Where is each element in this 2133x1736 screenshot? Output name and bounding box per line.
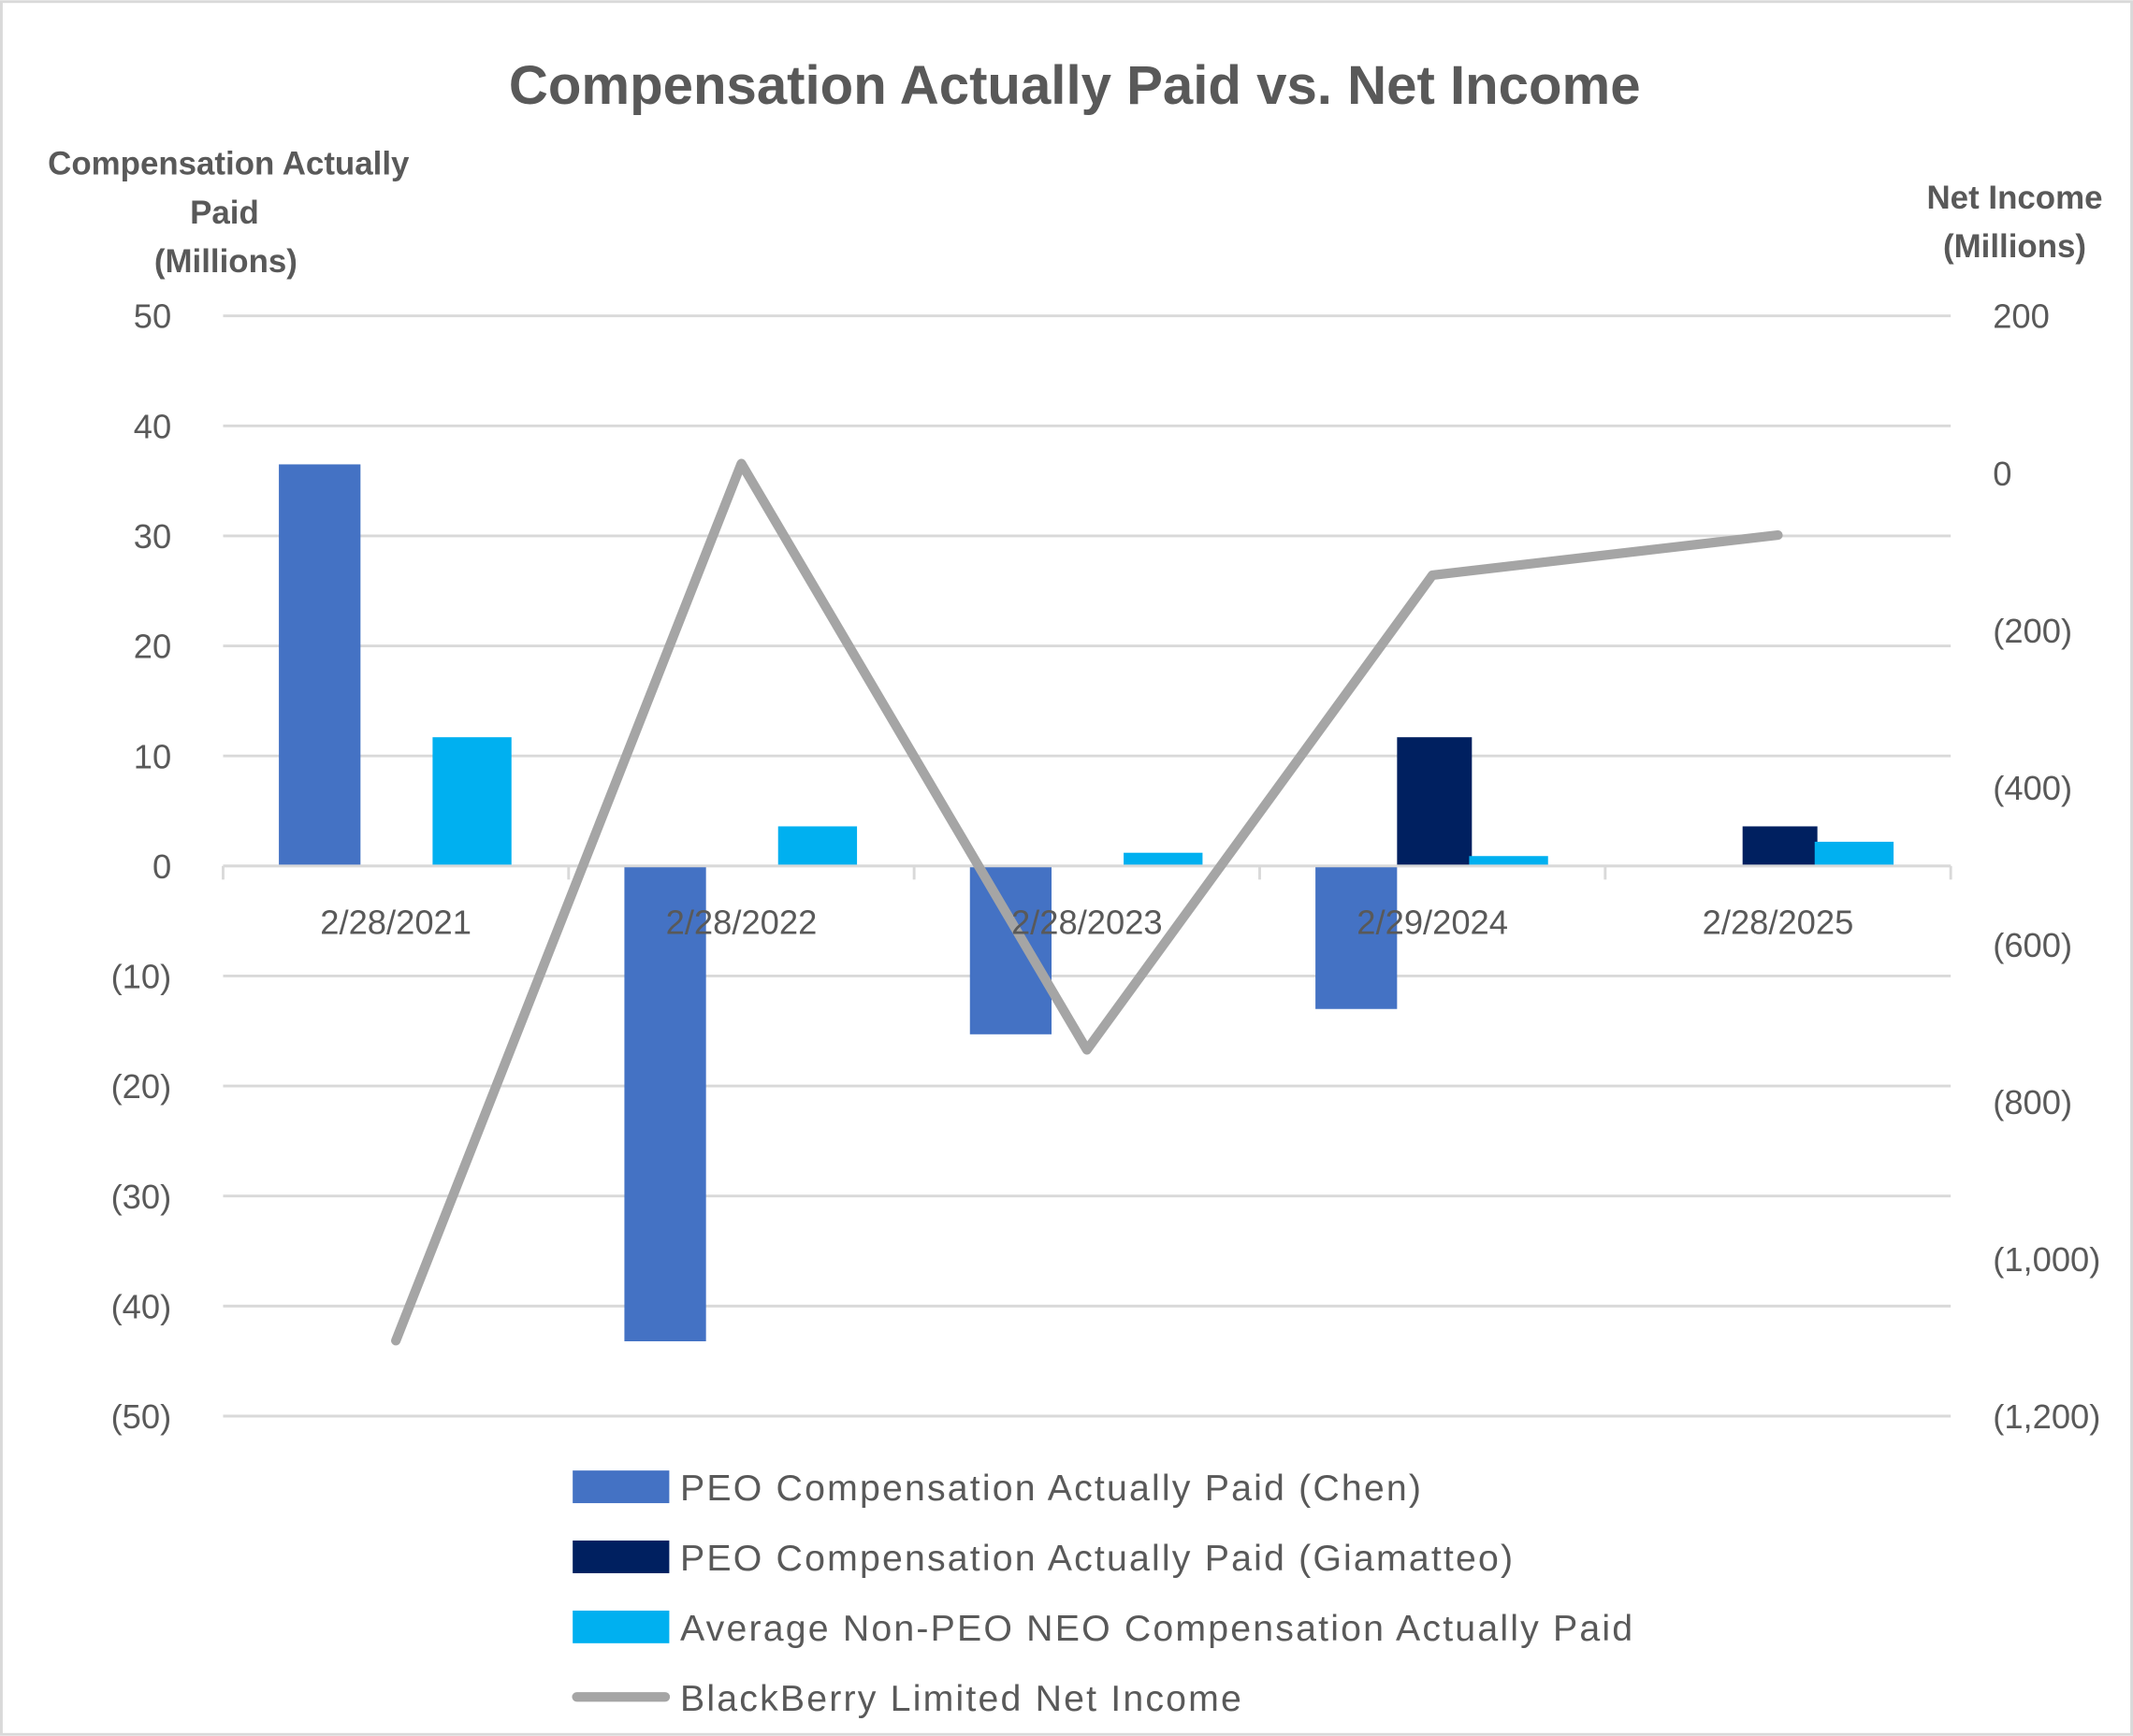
left-axis-title-line2: Paid bbox=[190, 195, 259, 231]
bar-0-3 bbox=[1315, 865, 1398, 1009]
x-tick-label: 2/28/2023 bbox=[1011, 904, 1163, 942]
bar-2-3 bbox=[1469, 856, 1548, 866]
right-tick-label: (1,000) bbox=[1993, 1240, 2100, 1279]
left-axis-title-line1: Compensation Actually bbox=[48, 145, 410, 181]
right-tick-label: (200) bbox=[1993, 612, 2072, 650]
left-tick-label: 0 bbox=[152, 847, 171, 886]
left-tick-label: (20) bbox=[111, 1067, 172, 1106]
bar-0-1 bbox=[624, 865, 706, 1342]
left-tick-label: (10) bbox=[111, 958, 172, 996]
right-tick-label: (400) bbox=[1993, 769, 2072, 807]
right-axis-title-line2: (Millions) bbox=[1943, 228, 2086, 265]
legend-swatch bbox=[573, 1470, 670, 1504]
left-tick-label: 40 bbox=[134, 407, 171, 445]
left-tick-label: 50 bbox=[134, 297, 171, 336]
x-tick-label: 2/28/2021 bbox=[320, 904, 472, 942]
bar-0-2 bbox=[969, 865, 1052, 1034]
left-axis-title-line3: (Millions) bbox=[154, 243, 297, 280]
bar-2-2 bbox=[1124, 852, 1203, 866]
bar-2-1 bbox=[777, 826, 858, 866]
legend-label: Average Non-PEO NEO Compensation Actuall… bbox=[680, 1608, 1634, 1649]
chart-title: Compensation Actually Paid vs. Net Incom… bbox=[509, 55, 1641, 116]
bar-1-3 bbox=[1397, 737, 1473, 866]
legend-label: BlackBerry Limited Net Income bbox=[680, 1678, 1243, 1719]
left-tick-label: 20 bbox=[134, 628, 171, 666]
x-tick-label: 2/28/2025 bbox=[1703, 904, 1854, 942]
bar-0-0 bbox=[279, 464, 361, 866]
left-tick-label: (40) bbox=[111, 1287, 172, 1325]
left-tick-label: 10 bbox=[134, 737, 171, 775]
x-tick-label: 2/29/2024 bbox=[1357, 904, 1508, 942]
left-tick-label: (30) bbox=[111, 1178, 172, 1216]
right-axis-title-line1: Net Income bbox=[1927, 180, 2103, 216]
bar-2-0 bbox=[432, 737, 512, 866]
right-tick-label: 200 bbox=[1993, 297, 2050, 336]
right-tick-label: (1,200) bbox=[1993, 1397, 2100, 1436]
right-tick-label: (800) bbox=[1993, 1083, 2072, 1121]
legend-label: PEO Compensation Actually Paid (Chen) bbox=[680, 1468, 1423, 1509]
left-tick-label: (50) bbox=[111, 1397, 172, 1436]
bar-1-4 bbox=[1742, 826, 1818, 866]
legend-swatch bbox=[573, 1541, 670, 1573]
right-tick-label: (600) bbox=[1993, 926, 2072, 964]
left-tick-label: 30 bbox=[134, 517, 171, 556]
legend-swatch bbox=[573, 1610, 670, 1643]
x-tick-label: 2/28/2022 bbox=[666, 904, 818, 942]
legend-label: PEO Compensation Actually Paid (Giamatte… bbox=[680, 1538, 1515, 1579]
bar-2-4 bbox=[1814, 841, 1894, 866]
right-tick-label: 0 bbox=[1993, 455, 2011, 493]
